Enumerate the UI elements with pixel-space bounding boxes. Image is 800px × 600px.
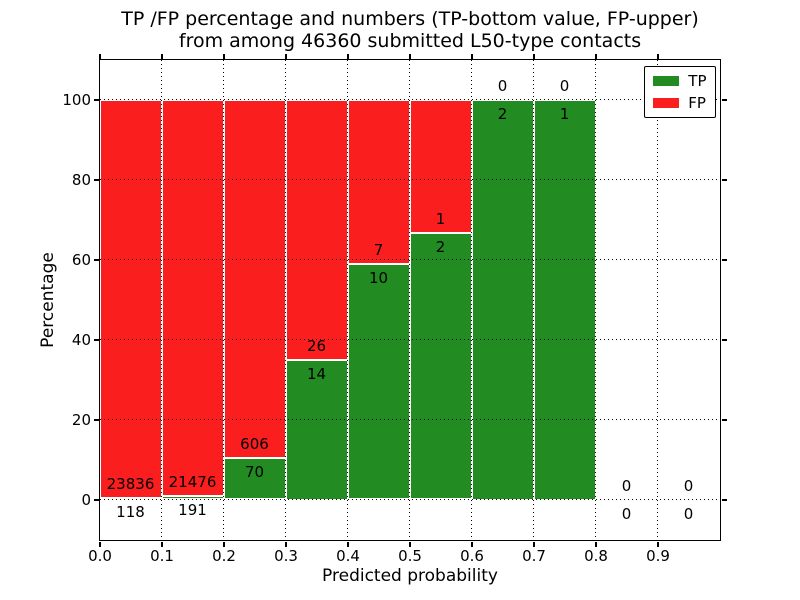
x-tick-label: 0.3 <box>274 547 298 565</box>
y-tick-right <box>721 499 727 501</box>
chart-title: TP /FP percentage and numbers (TP-bottom… <box>121 8 699 52</box>
gridline-vertical <box>285 59 286 540</box>
x-tick-top <box>285 53 287 59</box>
bar-count-tp: 14 <box>306 364 327 383</box>
bar-count-tp: 10 <box>368 269 389 288</box>
y-tick-right <box>721 419 727 421</box>
x-tick-bottom <box>161 541 163 547</box>
legend-entry-tp: TP <box>653 71 707 90</box>
y-tick-left <box>93 99 99 101</box>
bar-count-fp: 26 <box>306 336 327 355</box>
x-tick-bottom <box>657 541 659 547</box>
gridline-vertical <box>595 59 596 540</box>
x-tick-label: 0.0 <box>88 547 112 565</box>
y-tick-label: 80 <box>71 171 91 189</box>
bar-count-tp: 70 <box>244 463 265 482</box>
x-tick-top <box>471 53 473 59</box>
bar-count-tp: 191 <box>178 500 207 519</box>
x-tick-bottom <box>471 541 473 547</box>
x-tick-top <box>595 53 597 59</box>
x-tick-bottom <box>223 541 225 547</box>
bar-count-fp: 23836 <box>106 474 155 493</box>
bar-count-fp: 0 <box>621 476 632 495</box>
bar-count-tp: 0 <box>621 504 632 523</box>
legend-swatch-tp <box>653 75 680 86</box>
x-tick-label: 0.8 <box>584 547 608 565</box>
bar-segment-fp <box>347 99 410 265</box>
bar-segment-fp <box>223 99 286 459</box>
x-tick-label: 0.7 <box>522 547 546 565</box>
x-tick-bottom <box>409 541 411 547</box>
bar-count-fp: 7 <box>373 241 384 260</box>
x-tick-top <box>533 53 535 59</box>
bar-segment-fp <box>285 99 348 360</box>
x-tick-top <box>409 53 411 59</box>
gridline-vertical <box>161 59 162 540</box>
x-tick-bottom <box>595 541 597 547</box>
bar-segment-tp <box>533 99 596 500</box>
y-tick-left <box>93 179 99 181</box>
y-tick-left <box>93 499 99 501</box>
bar-count-tp: 118 <box>116 502 145 521</box>
bar-count-tp: 2 <box>435 237 446 256</box>
x-tick-bottom <box>347 541 349 547</box>
gridline-vertical <box>223 59 224 540</box>
x-tick-bottom <box>285 541 287 547</box>
x-tick-label: 0.1 <box>150 547 174 565</box>
bar-count-tp: 0 <box>683 504 694 523</box>
chart-title-line1: TP /FP percentage and numbers (TP-bottom… <box>121 8 699 30</box>
gridline-vertical <box>471 59 472 540</box>
legend-swatch-fp <box>653 97 680 108</box>
y-tick-left <box>93 339 99 341</box>
y-tick-left <box>93 259 99 261</box>
x-tick-label: 0.4 <box>336 547 360 565</box>
legend-entry-fp: FP <box>653 95 706 111</box>
x-tick-top <box>161 53 163 59</box>
legend: TP FP <box>644 65 716 118</box>
y-tick-right <box>721 99 727 101</box>
y-tick-left <box>93 419 99 421</box>
bar-count-fp: 0 <box>683 476 694 495</box>
y-tick-right <box>721 259 727 261</box>
x-tick-top <box>657 53 659 59</box>
x-tick-label: 0.6 <box>460 547 484 565</box>
bar-count-fp: 606 <box>240 435 269 454</box>
y-tick-label: 100 <box>62 91 91 109</box>
gridline-vertical <box>409 59 410 540</box>
x-tick-top <box>223 53 225 59</box>
y-tick-label: 0 <box>81 491 91 509</box>
gridline-vertical <box>347 59 348 540</box>
bar-segment-tp <box>409 232 472 500</box>
y-tick-label: 20 <box>71 411 91 429</box>
bar-count-tp: 2 <box>497 104 508 123</box>
x-tick-bottom <box>533 541 535 547</box>
chart-title-line2: from among 46360 submitted L50-type cont… <box>178 30 642 52</box>
y-tick-label: 60 <box>71 251 91 269</box>
x-tick-top <box>347 53 349 59</box>
bar-count-fp: 1 <box>435 209 446 228</box>
x-tick-label: 0.2 <box>212 547 236 565</box>
gridline-vertical <box>657 59 658 540</box>
plot-area: 23836 118 21476 191 606 70 26 14 7 10 1 2 0 2 0 1 0 0 0 0 T… <box>98 58 721 541</box>
bar-count-tp: 1 <box>559 104 570 123</box>
x-axis-label: Predicted probability <box>322 566 498 586</box>
x-tick-label: 0.5 <box>398 547 422 565</box>
x-tick-label: 0.9 <box>646 547 670 565</box>
grid-layer <box>99 59 720 540</box>
y-tick-right <box>721 339 727 341</box>
bar-segment-tp <box>347 264 410 500</box>
gridline-vertical <box>533 59 534 540</box>
y-tick-label: 40 <box>71 331 91 349</box>
bar-count-fp: 0 <box>559 76 570 95</box>
bar-count-fp: 21476 <box>168 472 217 491</box>
bar-segment-tp <box>223 458 286 500</box>
y-tick-right <box>721 179 727 181</box>
x-tick-top <box>99 53 101 59</box>
bar-labels-layer: 23836 118 21476 191 606 70 26 14 7 10 1 2 0 2 0 1 0 0 0 0 <box>100 60 720 540</box>
bar-count-fp: 0 <box>497 76 508 95</box>
legend-label-tp: TP <box>688 71 707 90</box>
x-tick-bottom <box>99 541 101 547</box>
legend-label-fp: FP <box>688 93 706 112</box>
